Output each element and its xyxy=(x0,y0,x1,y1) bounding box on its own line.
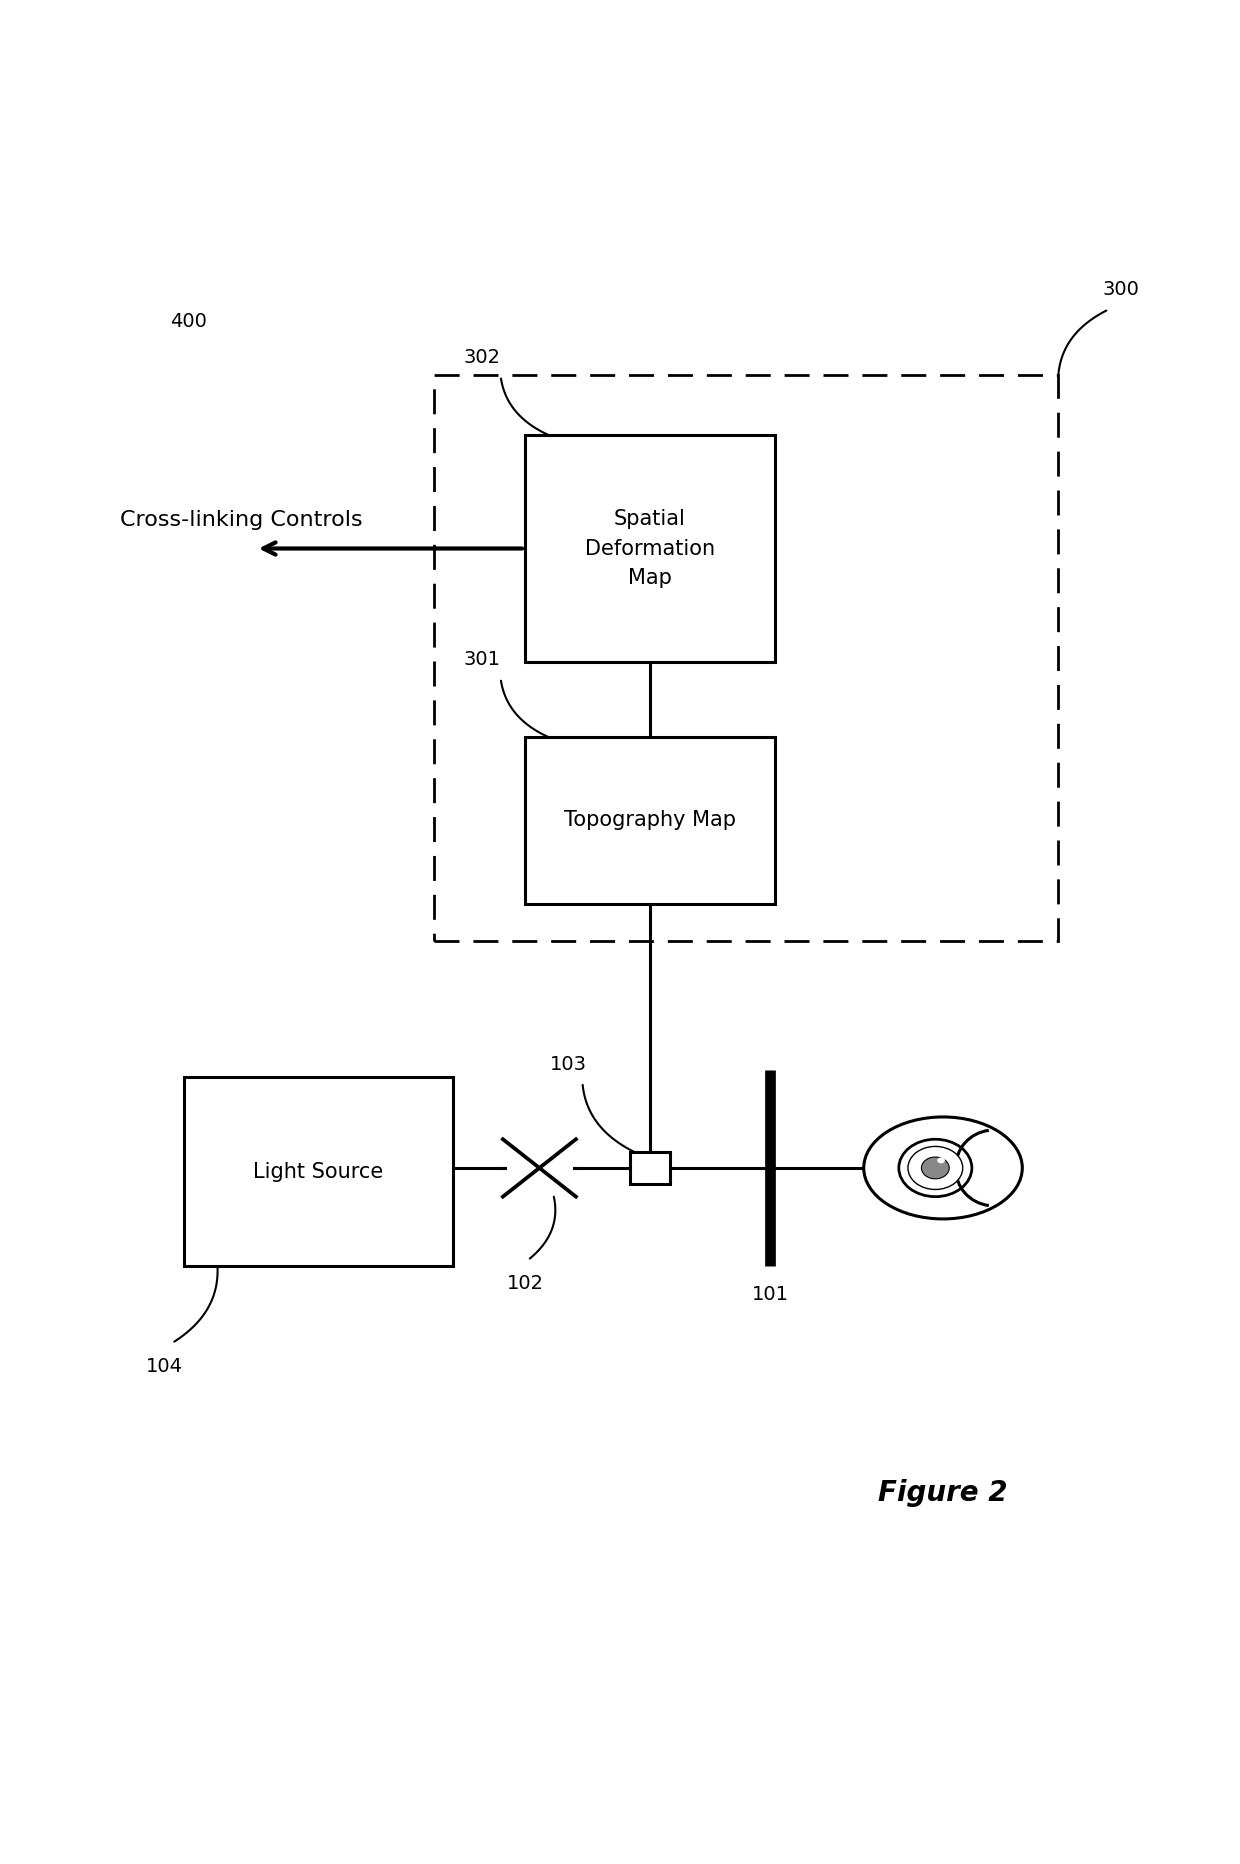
Text: Topography Map: Topography Map xyxy=(564,811,735,831)
Circle shape xyxy=(899,1139,972,1197)
Circle shape xyxy=(921,1158,949,1178)
Text: 102: 102 xyxy=(506,1273,543,1294)
Circle shape xyxy=(908,1146,962,1189)
Ellipse shape xyxy=(864,1117,1022,1219)
Bar xyxy=(525,434,775,662)
Text: 400: 400 xyxy=(170,313,207,332)
Text: 300: 300 xyxy=(1102,280,1140,300)
Text: 103: 103 xyxy=(549,1055,587,1074)
Text: 302: 302 xyxy=(464,349,500,367)
Text: 101: 101 xyxy=(751,1284,789,1305)
Bar xyxy=(525,738,775,904)
Bar xyxy=(434,375,1059,941)
Text: Cross-linking Controls: Cross-linking Controls xyxy=(120,509,363,529)
Text: Spatial
Deformation
Map: Spatial Deformation Map xyxy=(585,509,715,589)
Circle shape xyxy=(937,1158,945,1163)
Text: Light Source: Light Source xyxy=(253,1161,383,1182)
Text: 301: 301 xyxy=(464,651,500,669)
Bar xyxy=(184,1077,453,1266)
Text: Figure 2: Figure 2 xyxy=(878,1478,1008,1506)
Bar xyxy=(630,1152,670,1184)
Text: 104: 104 xyxy=(146,1357,184,1376)
